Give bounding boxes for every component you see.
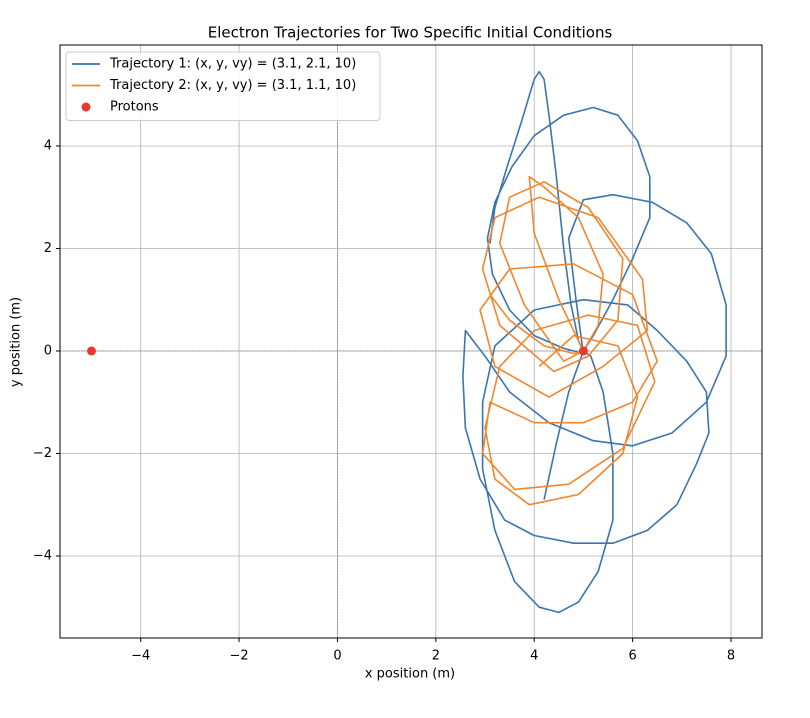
y-tick-label: 2 [44, 241, 52, 256]
legend-label: Trajectory 2: (x, y, vy) = (3.1, 1.1, 10… [109, 78, 356, 93]
legend-marker [81, 102, 91, 112]
legend-box [65, 51, 381, 121]
trajectory-line [462, 70, 727, 614]
legend-label: Trajectory 1: (x, y, vy) = (3.1, 2.1, 10… [109, 57, 356, 72]
y-tick-label: 0 [44, 343, 52, 358]
y-tick-label: −4 [33, 548, 52, 563]
proton-point [86, 346, 96, 356]
x-tick-label: 6 [628, 649, 636, 664]
plot-frame [59, 44, 763, 639]
x-tick-label: 8 [727, 649, 735, 664]
y-axis-label: y position (m) [9, 297, 24, 387]
proton-point [578, 346, 588, 356]
x-axis-label: x position (m) [365, 667, 455, 682]
x-tick-label: −4 [131, 649, 150, 664]
x-tick-label: 2 [432, 649, 440, 664]
legend: Trajectory 1: (x, y, vy) = (3.1, 2.1, 10… [65, 51, 381, 121]
legend-label: Protons [110, 100, 159, 115]
trajectory-line [479, 175, 658, 506]
grid [60, 45, 762, 638]
y-tick-label: −2 [33, 446, 52, 461]
x-tick-label: 4 [530, 649, 538, 664]
y-tick-label: 4 [44, 138, 52, 153]
x-tick-label: −2 [229, 649, 248, 664]
x-tick-label: 0 [333, 649, 341, 664]
chart-title: Electron Trajectories for Two Specific I… [208, 24, 613, 42]
